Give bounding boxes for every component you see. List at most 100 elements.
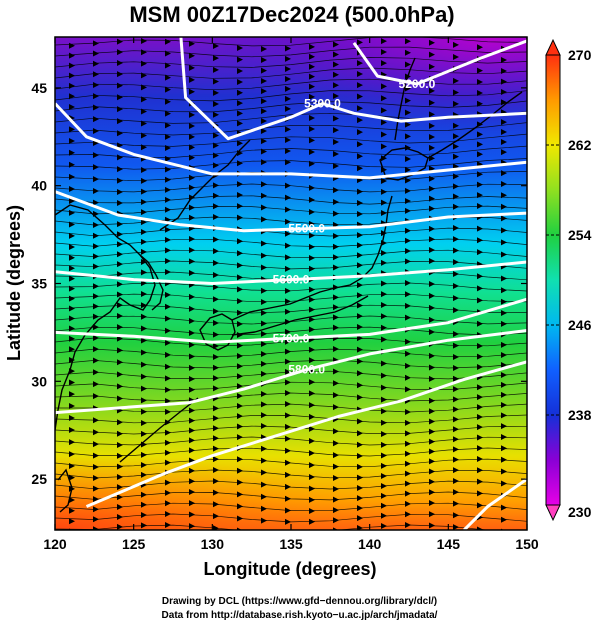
wind-arrow bbox=[117, 71, 123, 78]
wind-arrow bbox=[189, 364, 195, 371]
wind-arrow bbox=[429, 352, 435, 359]
wind-arrow bbox=[69, 82, 75, 89]
coast-sakhalin bbox=[394, 57, 416, 141]
colorbar-tick-label: 270 bbox=[568, 47, 592, 63]
wind-arrow bbox=[93, 253, 99, 260]
wind-arrow bbox=[309, 115, 315, 122]
wind-arrow bbox=[309, 507, 315, 514]
wind-arrow bbox=[237, 342, 243, 349]
wind-arrow bbox=[381, 324, 387, 331]
wind-arrow bbox=[237, 434, 243, 441]
wind-arrow bbox=[261, 517, 267, 524]
wind-arrow bbox=[141, 166, 147, 173]
wind-arrow bbox=[501, 251, 507, 258]
wind-arrow bbox=[261, 204, 267, 211]
wind-arrow bbox=[237, 274, 243, 281]
wind-arrow bbox=[189, 52, 195, 59]
wind-arrow bbox=[453, 193, 459, 200]
wind-arrow bbox=[117, 177, 123, 184]
wind-arrow bbox=[333, 138, 339, 145]
wind-arrow bbox=[165, 74, 171, 81]
wind-arrow bbox=[285, 518, 291, 525]
wind-arrow bbox=[237, 78, 243, 85]
wind-arrow bbox=[93, 127, 99, 134]
wind-arrow bbox=[381, 492, 387, 499]
coast-korea-china bbox=[55, 204, 156, 431]
wind-arrow bbox=[429, 205, 435, 212]
wind-arrow bbox=[141, 461, 147, 468]
wind-arrow bbox=[141, 373, 147, 380]
wind-arrow bbox=[165, 351, 171, 358]
wind-arrow bbox=[93, 313, 99, 320]
contour-line bbox=[463, 477, 527, 530]
wind-arrow bbox=[285, 159, 291, 166]
wind-arrow bbox=[237, 363, 243, 370]
wind-arrow bbox=[141, 430, 147, 437]
wind-arrow bbox=[237, 89, 243, 96]
wind-arrow bbox=[69, 346, 75, 353]
wind-arrow bbox=[429, 51, 435, 58]
wind-arrow bbox=[381, 291, 387, 298]
wind-arrow bbox=[117, 82, 123, 89]
wind-arrow bbox=[69, 104, 75, 111]
wind-arrow bbox=[453, 446, 459, 453]
streamline bbox=[55, 502, 527, 511]
wind-arrow bbox=[333, 187, 339, 194]
wind-arrow bbox=[429, 375, 435, 382]
wind-arrow bbox=[333, 150, 339, 157]
wind-arrow bbox=[309, 243, 315, 250]
wind-arrow bbox=[357, 60, 363, 67]
wind-arrow bbox=[189, 447, 195, 454]
wind-arrow bbox=[117, 430, 123, 437]
wind-arrow bbox=[117, 188, 123, 195]
wind-arrow bbox=[261, 391, 267, 398]
contour-label: 5500.0 bbox=[288, 222, 325, 236]
wind-arrow bbox=[237, 309, 243, 316]
contour-label: 5700.0 bbox=[273, 331, 310, 345]
wind-arrow bbox=[357, 370, 363, 377]
wind-arrow bbox=[453, 183, 459, 190]
wind-arrow bbox=[429, 418, 435, 425]
wind-arrow bbox=[453, 375, 459, 382]
wind-arrow bbox=[357, 505, 363, 512]
wind-arrow bbox=[357, 188, 363, 195]
wind-arrow bbox=[285, 206, 291, 213]
wind-arrow bbox=[93, 381, 99, 388]
wind-arrow bbox=[69, 518, 75, 525]
wind-arrow bbox=[261, 370, 267, 377]
wind-arrow bbox=[261, 88, 267, 95]
wind-arrow bbox=[213, 445, 219, 452]
wind-arrow bbox=[165, 196, 171, 203]
wind-arrow bbox=[453, 77, 459, 84]
wind-arrow bbox=[165, 155, 171, 162]
coast-japan-honshu bbox=[231, 195, 393, 321]
wind-arrow bbox=[93, 485, 99, 492]
wind-arrow bbox=[477, 445, 483, 452]
wind-arrow bbox=[285, 412, 291, 419]
wind-arrow bbox=[309, 473, 315, 480]
wind-arrow bbox=[237, 100, 243, 107]
wind-arrow bbox=[117, 441, 123, 448]
wind-arrow bbox=[141, 269, 147, 276]
streamline bbox=[55, 304, 527, 314]
wind-arrow bbox=[69, 295, 75, 302]
colorbar-upper-extend bbox=[545, 38, 561, 56]
coast-japan-south bbox=[231, 295, 369, 336]
contour-label: 5600.0 bbox=[273, 273, 310, 287]
wind-arrow bbox=[453, 406, 459, 413]
wind-arrow bbox=[477, 131, 483, 138]
y-axis-label: Latitude (degrees) bbox=[4, 205, 24, 361]
wind-arrow bbox=[285, 137, 291, 144]
wind-arrow bbox=[141, 49, 147, 56]
wind-arrow bbox=[237, 515, 243, 522]
wind-arrow bbox=[381, 249, 387, 256]
wind-arrow bbox=[357, 358, 363, 365]
wind-arrow bbox=[333, 294, 339, 301]
wind-arrow bbox=[141, 408, 147, 415]
wind-arrow bbox=[357, 430, 363, 437]
wind-arrow bbox=[189, 64, 195, 71]
wind-arrow bbox=[429, 428, 435, 435]
wind-arrow bbox=[405, 314, 411, 321]
wind-arrow bbox=[69, 126, 75, 133]
streamline bbox=[55, 469, 527, 479]
